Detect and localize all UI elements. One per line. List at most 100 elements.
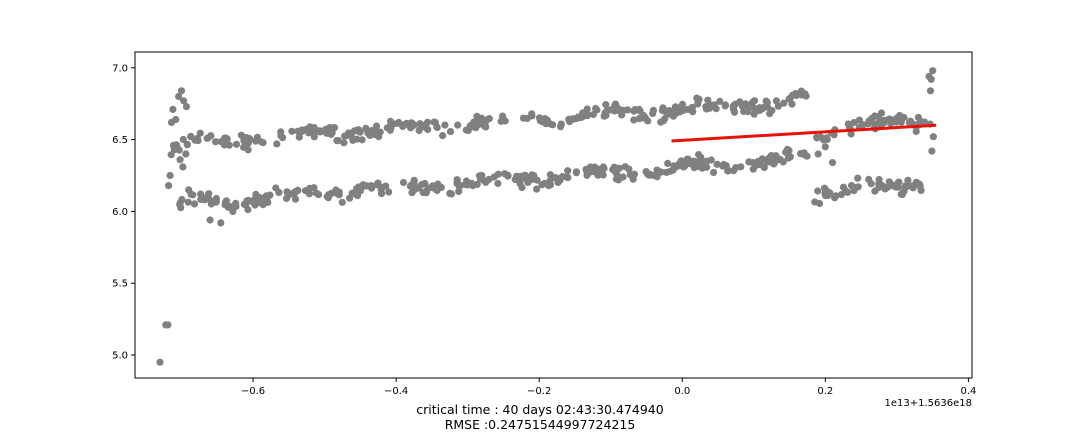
- data-point: [175, 92, 183, 101]
- data-point: [666, 167, 675, 175]
- data-point: [399, 178, 408, 187]
- data-point: [182, 150, 190, 158]
- data-point: [166, 171, 174, 180]
- data-point: [847, 182, 856, 190]
- data-point: [205, 190, 213, 198]
- data-point: [429, 184, 437, 192]
- data-point: [591, 163, 599, 171]
- x-tick-label: 0.0: [674, 386, 690, 397]
- data-point: [221, 134, 229, 142]
- data-point: [232, 202, 240, 211]
- data-point: [172, 115, 180, 124]
- data-point: [279, 134, 287, 142]
- data-point: [828, 159, 837, 167]
- data-point: [850, 118, 858, 127]
- y-tick-label: 7.0: [112, 63, 128, 74]
- data-point: [176, 156, 184, 164]
- data-point: [837, 191, 846, 199]
- data-point: [866, 117, 874, 125]
- data-point: [288, 127, 296, 135]
- x-offset-label: 1e13+1.5636e18: [885, 398, 973, 409]
- fit-line: [671, 123, 937, 143]
- data-point: [164, 321, 172, 329]
- data-point: [476, 175, 484, 183]
- data-point: [750, 110, 758, 118]
- data-point: [875, 176, 883, 184]
- data-point: [446, 128, 455, 136]
- data-point: [832, 192, 840, 200]
- data-point: [765, 154, 773, 162]
- data-point: [814, 150, 822, 158]
- data-point: [511, 175, 519, 184]
- data-point: [309, 128, 317, 137]
- data-point: [917, 186, 925, 194]
- data-point: [594, 171, 602, 179]
- data-point: [383, 124, 391, 132]
- data-point: [610, 163, 619, 171]
- data-point: [522, 175, 530, 183]
- data-point: [677, 157, 685, 165]
- data-point: [382, 182, 390, 190]
- data-point: [252, 190, 260, 198]
- data-point: [629, 175, 637, 183]
- data-point: [897, 118, 905, 126]
- data-point: [179, 163, 187, 171]
- data-point: [813, 133, 821, 141]
- data-point: [312, 189, 320, 197]
- data-point: [617, 107, 625, 115]
- data-point: [179, 135, 187, 144]
- data-point: [811, 198, 819, 206]
- data-point: [480, 122, 488, 130]
- data-point: [710, 168, 718, 177]
- data-point: [766, 110, 774, 118]
- data-point: [352, 190, 360, 198]
- data-point: [197, 190, 205, 198]
- data-point: [912, 178, 920, 186]
- data-point: [232, 140, 241, 148]
- data-point: [262, 192, 270, 201]
- data-point: [703, 163, 711, 171]
- data-point: [599, 171, 607, 179]
- data-point: [566, 118, 574, 126]
- data-point: [323, 192, 331, 201]
- data-point: [530, 172, 538, 180]
- data-point: [906, 117, 915, 125]
- data-point: [204, 134, 212, 142]
- data-point: [178, 195, 186, 204]
- data-point: [305, 186, 313, 194]
- data-point: [340, 139, 348, 147]
- data-point: [191, 136, 199, 144]
- x-tick-label: −0.4: [384, 386, 408, 397]
- data-point: [656, 168, 665, 176]
- data-point: [742, 100, 750, 108]
- y-tick-label: 6.5: [112, 135, 128, 146]
- data-point: [431, 118, 439, 127]
- data-point: [583, 112, 591, 120]
- data-point: [659, 104, 667, 112]
- data-point: [625, 165, 633, 173]
- data-point: [167, 151, 175, 159]
- data-point: [889, 181, 897, 189]
- data-point: [577, 113, 585, 121]
- data-point: [884, 183, 892, 191]
- data-point: [789, 91, 797, 99]
- critical-time-caption: critical time : 40 days 02:43:30.474940: [416, 402, 664, 417]
- data-point: [372, 122, 381, 130]
- data-point: [177, 87, 186, 95]
- data-point: [385, 188, 393, 196]
- data-point: [592, 104, 600, 113]
- data-point: [582, 165, 590, 173]
- data-point: [664, 159, 672, 167]
- data-point: [174, 145, 182, 153]
- data-point: [871, 187, 879, 195]
- data-point: [782, 148, 790, 156]
- data-point: [800, 151, 809, 159]
- data-point: [676, 104, 684, 112]
- data-point: [839, 183, 848, 191]
- data-point: [386, 117, 395, 125]
- data-point: [453, 176, 461, 184]
- data-point: [904, 176, 912, 184]
- data-point: [468, 123, 476, 131]
- data-point: [253, 133, 261, 141]
- data-point: [887, 119, 895, 128]
